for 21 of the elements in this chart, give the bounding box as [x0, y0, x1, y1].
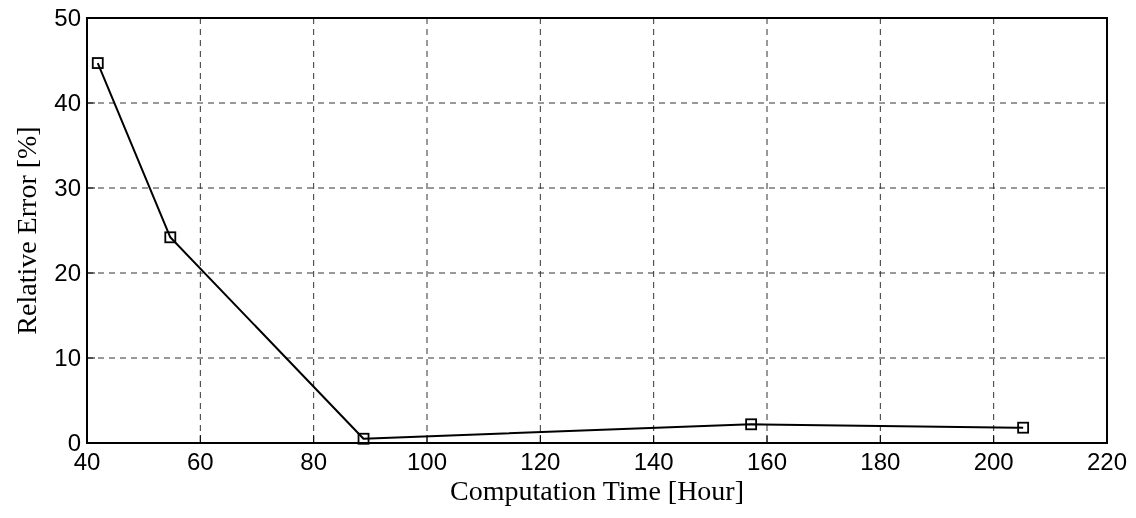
point: [1017, 421, 1030, 434]
point: [91, 57, 104, 69]
x-tick-label: 80: [300, 448, 328, 475]
y-tick-label: 20: [54, 259, 81, 286]
point: [164, 231, 177, 244]
y-axis-title: Relative Error [%]: [11, 126, 42, 335]
x-tick-label: 160: [746, 448, 788, 475]
y-tick-label: 10: [54, 344, 81, 371]
x-tick-label: 60: [186, 448, 214, 475]
x-tick-label: 140: [633, 448, 674, 475]
point: [745, 418, 758, 431]
x-tick-label: 180: [860, 448, 901, 475]
y-tick-label: 30: [54, 174, 81, 201]
x-tick-label: 200: [973, 448, 1014, 475]
x-tick-label: 120: [520, 448, 561, 475]
x-tick-label: 100: [406, 448, 448, 475]
x-axis-title: Computation Time [Hour]: [449, 475, 745, 506]
y-tick-label: 40: [54, 89, 81, 116]
y-tick-label: 50: [54, 4, 81, 31]
x-tick-label: 220: [1086, 448, 1128, 475]
point: [357, 432, 370, 445]
